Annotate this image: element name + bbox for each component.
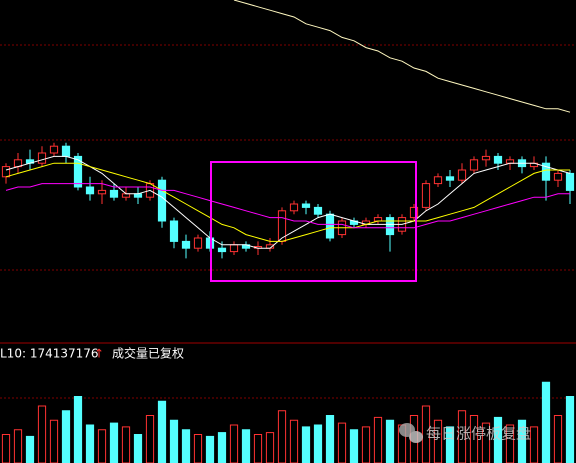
- ma-line: [5, 155, 571, 249]
- volume-bar: [205, 435, 215, 463]
- candle-body: [85, 186, 95, 195]
- volume-bar: [121, 426, 131, 463]
- candle-body: [493, 155, 503, 164]
- candle-body: [37, 152, 47, 164]
- volume-bar: [469, 415, 479, 463]
- candle-body: [553, 172, 563, 181]
- volume-arrow: ↑: [94, 347, 104, 361]
- ma-line: [5, 162, 570, 242]
- volume-bar: [25, 435, 35, 463]
- volume-bar: [373, 416, 383, 463]
- candle-body: [157, 179, 167, 222]
- volume-bar: [565, 396, 575, 463]
- volume-bar: [385, 419, 395, 463]
- volume-bar: [301, 426, 311, 463]
- volume-bar: [37, 405, 47, 463]
- volume-bar: [181, 429, 191, 463]
- volume-bar: [133, 434, 143, 463]
- ma-line: [5, 183, 570, 229]
- candle-body: [193, 237, 203, 249]
- candle-body: [97, 189, 107, 195]
- candle-body: [229, 244, 239, 253]
- volume-bar: [193, 434, 203, 463]
- candle-body: [409, 206, 419, 219]
- volume-bar: [145, 415, 155, 463]
- watermark: 每日涨停板复盘: [426, 425, 531, 443]
- volume-bar: [229, 424, 239, 463]
- volume-bar: [325, 415, 335, 463]
- volume-bar: [517, 419, 527, 463]
- volume-bar: [349, 429, 359, 463]
- candle-body: [469, 159, 479, 171]
- volume-bar: [97, 429, 107, 463]
- candle-body: [373, 217, 383, 222]
- highlight-box: [210, 161, 417, 282]
- volume-bar: [433, 419, 443, 463]
- volume-bar: [277, 410, 287, 463]
- volume-bar: [481, 422, 491, 463]
- volume-bar: [241, 429, 251, 463]
- candle-body: [169, 220, 179, 242]
- volume-bar: [169, 419, 179, 463]
- candle-body: [385, 217, 395, 236]
- candle-body: [121, 193, 131, 198]
- volume-bar: [13, 429, 23, 463]
- volume-bar: [505, 424, 515, 463]
- volume-bar: [265, 432, 275, 463]
- volume-label: L10: 174137176: [0, 347, 99, 361]
- volume-bar: [313, 424, 323, 463]
- volume-bar: [541, 381, 551, 463]
- candle-body: [49, 145, 59, 154]
- volume-bar: [109, 422, 119, 463]
- volume-bar: [1, 434, 11, 463]
- candle-body: [73, 155, 83, 188]
- volume-bar: [553, 415, 563, 463]
- volume-bar: [85, 424, 95, 463]
- candle-body: [1, 166, 11, 178]
- volume-bar: [253, 434, 263, 463]
- volume-bar: [289, 419, 299, 463]
- volume-bar: [361, 426, 371, 463]
- candle-body: [61, 145, 71, 157]
- candle-body: [433, 176, 443, 185]
- candle-body: [133, 193, 143, 198]
- candle-body: [421, 183, 431, 208]
- volume-bar: [49, 419, 59, 463]
- volume-note: 成交量已复权: [112, 346, 184, 361]
- ma-line: [233, 0, 571, 113]
- volume-bar: [217, 432, 227, 463]
- candle-body: [565, 172, 575, 191]
- candle-body: [481, 155, 491, 161]
- volume-bar: [61, 410, 71, 463]
- candle-body: [109, 189, 119, 198]
- candle-body: [457, 169, 467, 181]
- candle-body: [313, 206, 323, 215]
- candle-body: [217, 247, 227, 253]
- watermark-icon: [399, 423, 423, 443]
- candle-body: [505, 159, 515, 164]
- candle-body: [181, 240, 191, 249]
- candle-body: [541, 162, 551, 181]
- volume-bar: [157, 400, 167, 463]
- candle-body: [325, 213, 335, 239]
- candle-body: [289, 203, 299, 212]
- volume-bar: [73, 396, 83, 463]
- candle-body: [445, 176, 455, 181]
- volume-bar: [529, 426, 539, 463]
- candle-body: [301, 203, 311, 208]
- volume-bar: [421, 405, 431, 463]
- volume-bar: [457, 410, 467, 463]
- volume-bar: [337, 422, 347, 463]
